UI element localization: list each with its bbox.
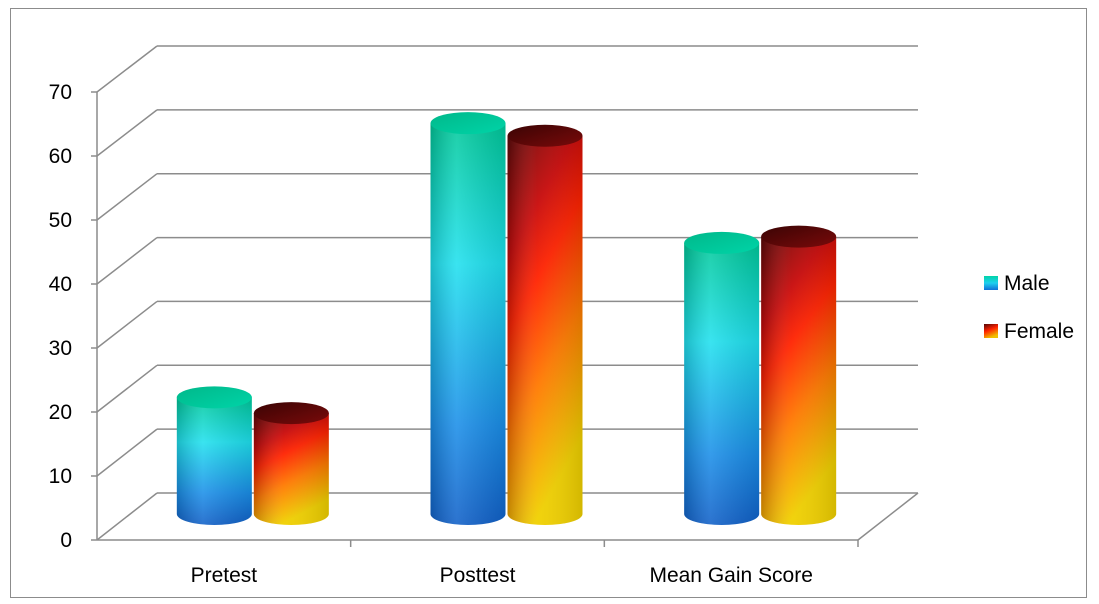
axes: [91, 91, 919, 547]
y-tick-label: 60: [49, 145, 72, 168]
y-axis-ticks: 0 10 20 30 40 50 60 70: [49, 81, 72, 552]
bar-top: [176, 386, 252, 409]
legend-label-male: Male: [1004, 272, 1050, 295]
bar-shading: [253, 413, 329, 525]
y-tick-label: 70: [49, 81, 72, 104]
bar-top: [761, 225, 837, 248]
bar-male: [176, 386, 252, 526]
y-tick-label: 30: [49, 337, 72, 360]
bar-shading: [176, 397, 252, 526]
gridline-side: [96, 364, 158, 413]
bar-top: [253, 402, 329, 425]
bar-shading: [507, 135, 583, 526]
bar-top: [684, 231, 760, 254]
x-tick-label: Posttest: [440, 564, 516, 587]
gridline-side: [96, 236, 158, 285]
bar-female: [253, 402, 329, 525]
legend-swatch-female: [984, 324, 998, 338]
bars: [176, 112, 837, 526]
bar-female: [761, 225, 837, 526]
legend: Male Female: [984, 272, 1074, 343]
legend-label-female: Female: [1004, 320, 1074, 343]
y-tick-label: 10: [49, 465, 72, 488]
bar-female: [507, 124, 583, 526]
gridline-side: [96, 428, 158, 477]
bar-top: [430, 112, 506, 135]
bar-male: [684, 231, 760, 526]
bar-shading: [761, 236, 837, 526]
y-tick-label: 0: [60, 529, 72, 552]
gridline-side: [96, 300, 158, 349]
bar-top: [507, 124, 583, 147]
bar-shading: [684, 242, 760, 526]
y-tick-label: 20: [49, 401, 72, 424]
gridline-side: [96, 45, 158, 93]
legend-swatch-male: [984, 276, 998, 290]
x-axis-labels: Pretest Posttest Mean Gain Score: [191, 564, 813, 587]
gridline-side: [96, 109, 158, 157]
x-tick-label: Mean Gain Score: [649, 564, 812, 587]
y-tick-label: 50: [49, 209, 72, 232]
gridline-side: [96, 173, 158, 221]
floor-edge: [857, 492, 919, 541]
x-tick-label: Pretest: [191, 564, 258, 587]
bar-shading: [430, 123, 506, 526]
y-tick-label: 40: [49, 273, 72, 296]
gridline-side: [96, 492, 158, 541]
bar-male: [430, 112, 506, 526]
